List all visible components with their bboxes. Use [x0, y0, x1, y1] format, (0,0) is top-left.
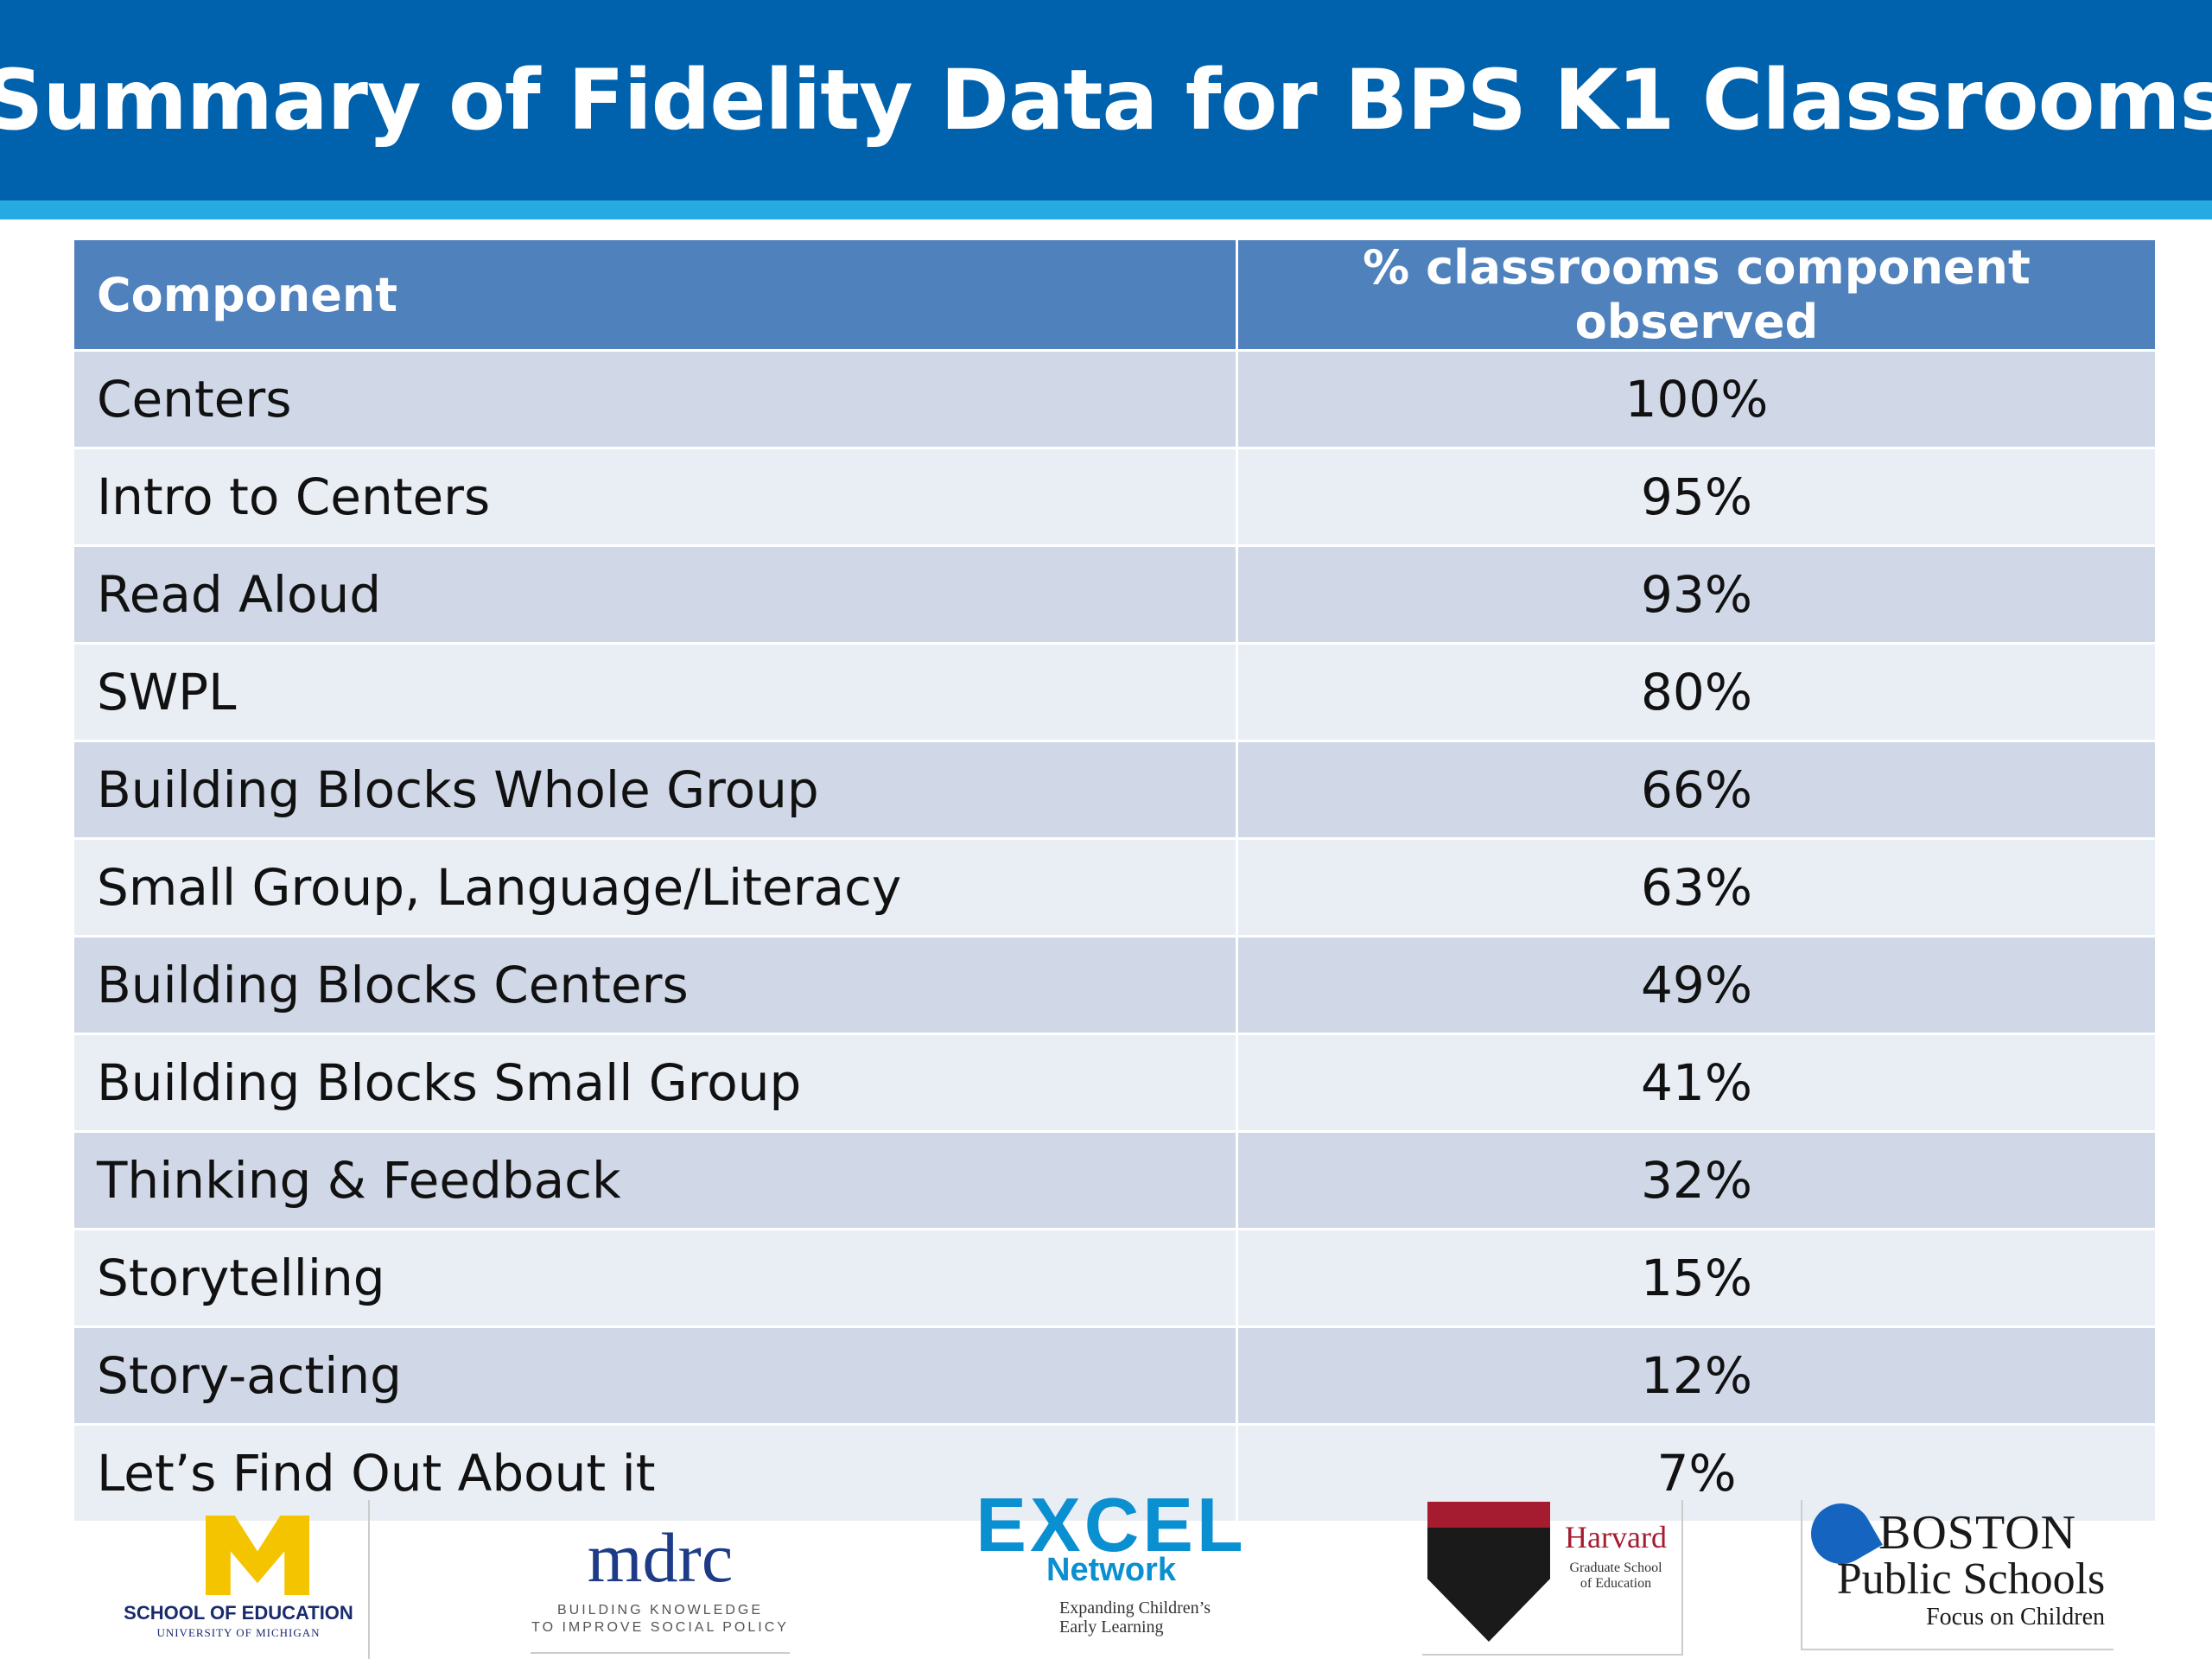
- cell-percent: 93%: [1236, 544, 2155, 644]
- accent-stripe: [0, 200, 2212, 219]
- umich-logo: SCHOOL OF EDUCATION UNIVERSITY OF MICHIG…: [109, 1500, 370, 1659]
- cell-component: Building Blocks Small Group: [74, 1033, 1237, 1132]
- bps-focus: Focus on Children: [1926, 1604, 2105, 1630]
- table-row: Building Blocks Whole Group 66%: [74, 740, 2155, 839]
- cell-percent: 80%: [1236, 642, 2155, 741]
- title-bar: [0, 0, 2212, 200]
- table-row: Building Blocks Centers 49%: [74, 935, 2155, 1034]
- harvard-subtitle-1: Graduate School: [1569, 1560, 1662, 1575]
- table-row: Intro to Centers 95%: [74, 447, 2155, 546]
- cell-component: Intro to Centers: [74, 447, 1237, 546]
- mdrc-tagline-1: BUILDING KNOWLEDGE: [556, 1603, 764, 1618]
- excel-subtitle-2: Early Learning: [1059, 1618, 1164, 1637]
- cell-percent: 32%: [1236, 1130, 2155, 1230]
- cell-percent: 7%: [1236, 1423, 2155, 1521]
- table-row: Centers 100%: [74, 349, 2155, 448]
- cell-percent: 100%: [1236, 349, 2155, 448]
- harvard-shield-band: [1427, 1502, 1550, 1528]
- cell-percent: 95%: [1236, 447, 2155, 546]
- logo-strip: SCHOOL OF EDUCATION UNIVERSITY OF MICHIG…: [74, 1482, 2155, 1659]
- mdrc-tagline-2: TO IMPROVE SOCIAL POLICY: [531, 1620, 789, 1635]
- boston-public-schools-logo: BOSTON Public Schools Focus on Children: [1800, 1492, 2113, 1650]
- mdrc-wordmark: mdrc: [587, 1518, 734, 1597]
- cell-component: Story-acting: [74, 1325, 1237, 1425]
- table-body: Centers 100% Intro to Centers 95% Read Aloud…: [74, 349, 2155, 1521]
- cell-component: Centers: [74, 349, 1237, 448]
- excel-subtitle-1: Expanding Children’s: [1059, 1599, 1211, 1618]
- header-percent: % classrooms component observed: [1236, 240, 2155, 351]
- cell-component: Building Blocks Whole Group: [74, 740, 1237, 839]
- bps-boston: BOSTON: [1878, 1506, 2077, 1560]
- table-header-row: Component % classrooms component observe…: [74, 240, 2155, 351]
- excel-network-label: Network: [1046, 1552, 1176, 1588]
- fidelity-table: Component % classrooms component observe…: [74, 240, 2155, 1521]
- table-row: Building Blocks Small Group 41%: [74, 1033, 2155, 1132]
- cell-component: Thinking & Feedback: [74, 1130, 1237, 1230]
- table-row: Storytelling 15%: [74, 1228, 2155, 1327]
- cell-percent: 15%: [1236, 1228, 2155, 1327]
- harvard-name: Harvard: [1565, 1520, 1667, 1554]
- cell-percent: 63%: [1236, 837, 2155, 937]
- block-m-icon: [206, 1516, 309, 1595]
- header-component: Component: [74, 240, 1237, 351]
- cell-percent: 66%: [1236, 740, 2155, 839]
- table-row: Thinking & Feedback 32%: [74, 1130, 2155, 1230]
- table-row: Let’s Find Out About it 7%: [74, 1423, 2155, 1521]
- cell-percent: 49%: [1236, 935, 2155, 1034]
- umich-logo-line2: UNIVERSITY OF MICHIGAN: [156, 1626, 321, 1639]
- cell-component: Read Aloud: [74, 544, 1237, 644]
- excel-network-logo: EXCEL Network Expanding Children’s Early…: [973, 1482, 1249, 1659]
- mdrc-logo: mdrc BUILDING KNOWLEDGE TO IMPROVE SOCIA…: [531, 1500, 790, 1654]
- cell-percent: 41%: [1236, 1033, 2155, 1132]
- bps-public-schools: Public Schools: [1836, 1554, 2106, 1604]
- table-row: Story-acting 12%: [74, 1325, 2155, 1425]
- harvard-subtitle: Graduate School of Education: [1550, 1560, 1681, 1592]
- mdrc-tagline: BUILDING KNOWLEDGE TO IMPROVE SOCIAL POL…: [531, 1602, 790, 1637]
- cell-component: SWPL: [74, 642, 1237, 741]
- harvard-logo: Harvard Graduate School of Education: [1422, 1500, 1683, 1656]
- cell-component: Small Group, Language/Literacy: [74, 837, 1237, 937]
- slide-title: Summary of Fidelity Data for BPS K1 Clas…: [0, 52, 2212, 149]
- harvard-subtitle-2: of Education: [1580, 1576, 1652, 1591]
- table-row: Read Aloud 93%: [74, 544, 2155, 644]
- cell-percent: 12%: [1236, 1325, 2155, 1425]
- umich-logo-line1: SCHOOL OF EDUCATION: [124, 1602, 353, 1624]
- excel-subtitle: Expanding Children’s Early Learning: [1059, 1599, 1249, 1637]
- cell-component: Let’s Find Out About it: [74, 1423, 1237, 1521]
- table-row: Small Group, Language/Literacy 63%: [74, 837, 2155, 937]
- cell-component: Building Blocks Centers: [74, 935, 1237, 1034]
- cell-component: Storytelling: [74, 1228, 1237, 1327]
- table-row: SWPL 80%: [74, 642, 2155, 741]
- excel-wordmark: EXCEL: [976, 1482, 1247, 1567]
